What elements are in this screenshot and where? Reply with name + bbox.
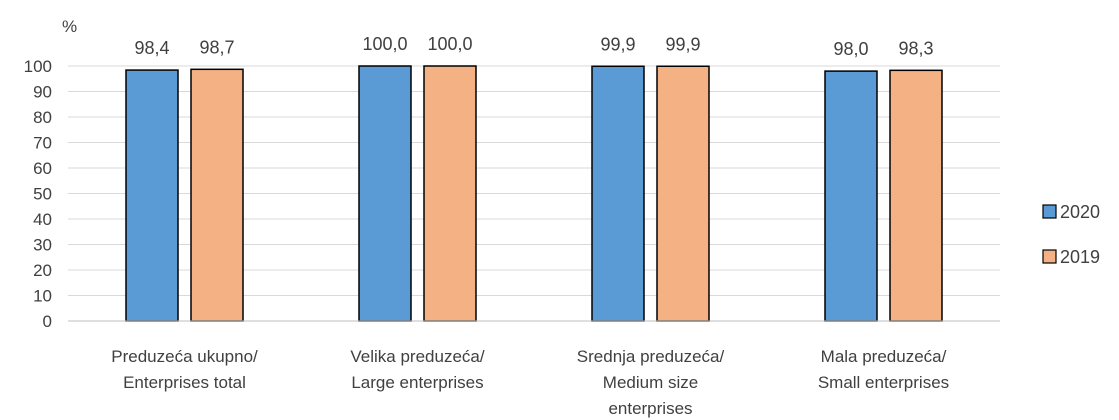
bar-2020: [358, 65, 412, 322]
data-label: 98,3: [898, 38, 933, 58]
y-tick-label: 80: [33, 108, 52, 127]
category-label: Medium size: [603, 373, 698, 392]
bar-2020: [591, 65, 645, 322]
y-tick-label: 10: [33, 287, 52, 306]
category-label: Preduzeća ukupno/: [111, 347, 258, 366]
y-tick-label: 0: [43, 312, 52, 331]
y-tick-label: 60: [33, 159, 52, 178]
data-label: 98,7: [199, 37, 234, 57]
category-label: Velika preduzeća/: [350, 347, 484, 366]
bar-2020: [824, 70, 878, 322]
category-label: Enterprises total: [123, 373, 246, 392]
y-tick-label: 30: [33, 236, 52, 255]
y-tick-label: 70: [33, 134, 52, 153]
data-label: 98,0: [833, 39, 868, 59]
legend-label: 2020: [1060, 202, 1100, 222]
category-labels: Preduzeća ukupno/Enterprises total Velika…: [111, 347, 949, 418]
y-tick-label: 40: [33, 210, 52, 229]
bar-2019: [889, 69, 943, 322]
data-label: 99,9: [600, 34, 635, 54]
bar-2019: [190, 68, 244, 322]
category-label: enterprises: [608, 399, 692, 418]
data-label: 100,0: [362, 34, 407, 54]
bar-2019: [656, 65, 710, 322]
legend: 2020 2019: [1042, 202, 1100, 267]
y-tick-label: 90: [33, 83, 52, 102]
legend-swatch-2019: [1042, 249, 1057, 264]
bar-2020: [125, 69, 179, 322]
data-label: 98,4: [134, 38, 169, 58]
category-label: Mala preduzeća/: [821, 347, 947, 366]
y-tick-label: 100: [24, 57, 52, 76]
legend-label: 2019: [1060, 247, 1100, 267]
category-label: Large enterprises: [351, 373, 483, 392]
y-tick-label: 20: [33, 261, 52, 280]
bar-2019: [423, 65, 477, 322]
data-label: 100,0: [427, 34, 472, 54]
y-axis-ticks: 0 10 20 30 40 50 60 70 80 90 100: [24, 57, 52, 331]
data-label: 99,9: [665, 34, 700, 54]
category-label: Small enterprises: [818, 373, 949, 392]
data-labels: 98,4 98,7 100,0 100,0 99,9 99,9 98,0 98,3: [134, 34, 933, 59]
category-label: Srednja preduzeća/: [577, 347, 725, 366]
y-tick-label: 50: [33, 185, 52, 204]
legend-swatch-2020: [1042, 204, 1057, 219]
y-axis-unit-label: %: [62, 17, 77, 36]
